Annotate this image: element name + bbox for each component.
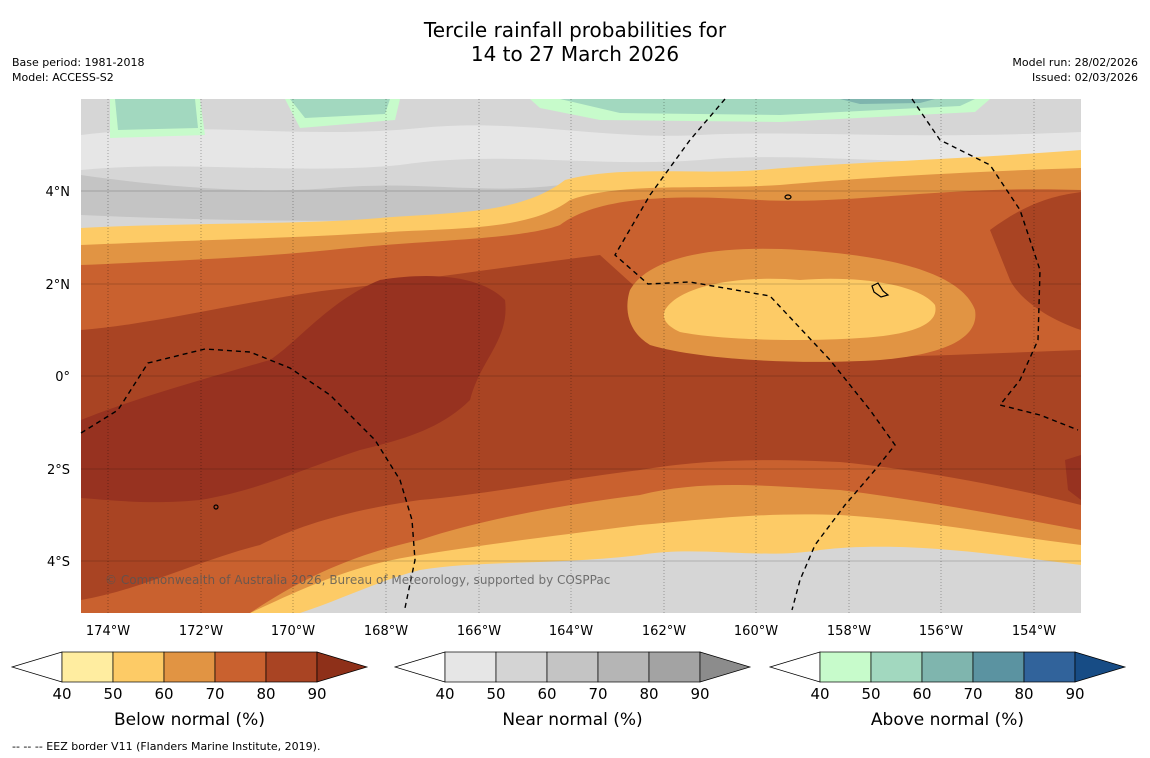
- colorbar-label: Near normal (%): [502, 710, 642, 730]
- title-line-1: Tercile rainfall probabilities for: [423, 18, 727, 42]
- colorbar-segment: [870, 651, 923, 683]
- meta-right: Model run: 28/02/2026 Issued: 02/03/2026: [1012, 55, 1138, 85]
- colorbar-label: Above normal (%): [871, 710, 1024, 730]
- eez-border-west: [80, 348, 416, 609]
- meta-left: Base period: 1981-2018 Model: ACCESS-S2: [12, 55, 144, 85]
- colorbar: 40 50 60 70 80 90 Below normal (%): [10, 651, 369, 730]
- colorbar-segment: [648, 651, 701, 683]
- island-2: [871, 282, 890, 298]
- island-1: [784, 194, 792, 200]
- colorbar: 40 50 60 70 80 90 Near normal (%): [393, 651, 752, 730]
- colorbar-segment: [214, 651, 267, 683]
- colorbar-tick: 70: [963, 685, 982, 703]
- colorbar-tick: 80: [1014, 685, 1033, 703]
- colorbar-segment: [444, 651, 497, 683]
- near-normal-dark-patch: [81, 175, 560, 221]
- figure-title: Tercile rainfall probabilities for 14 to…: [0, 18, 1150, 66]
- colorbar-segment: [921, 651, 974, 683]
- colorbar-segment: [112, 651, 165, 683]
- lon-axis: 174°W 172°W 170°W 168°W 166°W 164°W 162°…: [86, 624, 1056, 639]
- colorbar-extend-low: [768, 651, 821, 683]
- island-3: [213, 504, 219, 510]
- above-normal-patch-7: [840, 99, 935, 104]
- colorbar-segment: [61, 651, 114, 683]
- lon-label: 154°W: [1012, 624, 1056, 639]
- colorbar-tick: 50: [486, 685, 505, 703]
- colorbar-segment: [546, 651, 599, 683]
- colorbar-tick: 90: [1065, 685, 1084, 703]
- colorbar-tick: 50: [103, 685, 122, 703]
- colorbar-tick: 80: [256, 685, 275, 703]
- colorbar: 40 50 60 70 80 90 Above normal (%): [768, 651, 1127, 730]
- lat-label: 4°N: [46, 185, 71, 200]
- colorbar-tick: 70: [205, 685, 224, 703]
- lon-label: 174°W: [86, 624, 130, 639]
- colorbar-tick: 50: [861, 685, 880, 703]
- below-normal-90-east: [1065, 455, 1081, 500]
- colorbar-tick: 40: [52, 685, 71, 703]
- colorbar-extend-high: [316, 651, 369, 683]
- colorbar-segment: [265, 651, 318, 683]
- colorbar-extend-high: [1074, 651, 1127, 683]
- colorbar-tick: 90: [307, 685, 326, 703]
- colorbar-tick: 60: [154, 685, 173, 703]
- lat-axis: 4°N 2°N 0° 2°S 4°S: [46, 185, 71, 570]
- near-normal-light-patch: [81, 125, 1081, 170]
- lon-label: 170°W: [271, 624, 315, 639]
- colorbar-tick: 40: [810, 685, 829, 703]
- lon-label: 162°W: [642, 624, 686, 639]
- colorbar-extend-low: [393, 651, 446, 683]
- above-normal-patch-4: [290, 99, 390, 118]
- colorbar-segment: [972, 651, 1025, 683]
- below-normal-50-bullseye: [663, 278, 936, 340]
- colorbar-segment: [597, 651, 650, 683]
- rainfall-map: [81, 99, 1081, 613]
- islands: [213, 194, 890, 510]
- lon-label: 168°W: [364, 624, 408, 639]
- above-normal-patch-2: [115, 99, 198, 130]
- colorbar-extend-low: [10, 651, 63, 683]
- model-run: Model run: 28/02/2026: [1012, 56, 1138, 69]
- lon-label: 158°W: [827, 624, 871, 639]
- lat-label: 0°: [55, 370, 70, 385]
- colorbar-label: Below normal (%): [114, 710, 265, 730]
- below-normal-90: [81, 276, 506, 503]
- eez-border-central: [614, 98, 896, 611]
- model-name: Model: ACCESS-S2: [12, 71, 114, 84]
- issued-date: Issued: 02/03/2026: [1031, 71, 1138, 84]
- eez-border-east: [911, 98, 1079, 431]
- lat-label: 2°N: [46, 278, 71, 293]
- colorbars: 40 50 60 70 80 90 Below normal (%) 40 50 60 70 80 90…: [10, 651, 1127, 730]
- lat-label: 2°S: [47, 463, 70, 478]
- colorbar-tick: 70: [588, 685, 607, 703]
- colorbar-tick: 80: [639, 685, 658, 703]
- colorbar-tick: 60: [912, 685, 931, 703]
- lon-label: 156°W: [919, 624, 963, 639]
- copyright-notice: © Commonwealth of Australia 2026, Bureau…: [105, 573, 610, 587]
- colorbar-segment: [1023, 651, 1076, 683]
- colorbar-tick: 60: [537, 685, 556, 703]
- eez-footnote: -- -- -- EEZ border V11 (Flanders Marine…: [12, 740, 321, 753]
- lon-label: 172°W: [179, 624, 223, 639]
- lon-label: 164°W: [549, 624, 593, 639]
- title-line-2: 14 to 27 March 2026: [470, 42, 680, 66]
- lon-label: 166°W: [457, 624, 501, 639]
- colorbar-segment: [163, 651, 216, 683]
- base-period: Base period: 1981-2018: [12, 56, 145, 69]
- colorbar-tick: 40: [435, 685, 454, 703]
- colorbar-extend-high: [699, 651, 752, 683]
- colorbar-segment: [819, 651, 872, 683]
- lon-label: 160°W: [734, 624, 778, 639]
- eez-borders: [80, 98, 1079, 611]
- below-normal-80-east: [990, 192, 1081, 330]
- graticule-lat: [81, 190, 1081, 562]
- colorbar-tick: 90: [690, 685, 709, 703]
- colorbar-segment: [495, 651, 548, 683]
- lat-label: 4°S: [47, 555, 70, 570]
